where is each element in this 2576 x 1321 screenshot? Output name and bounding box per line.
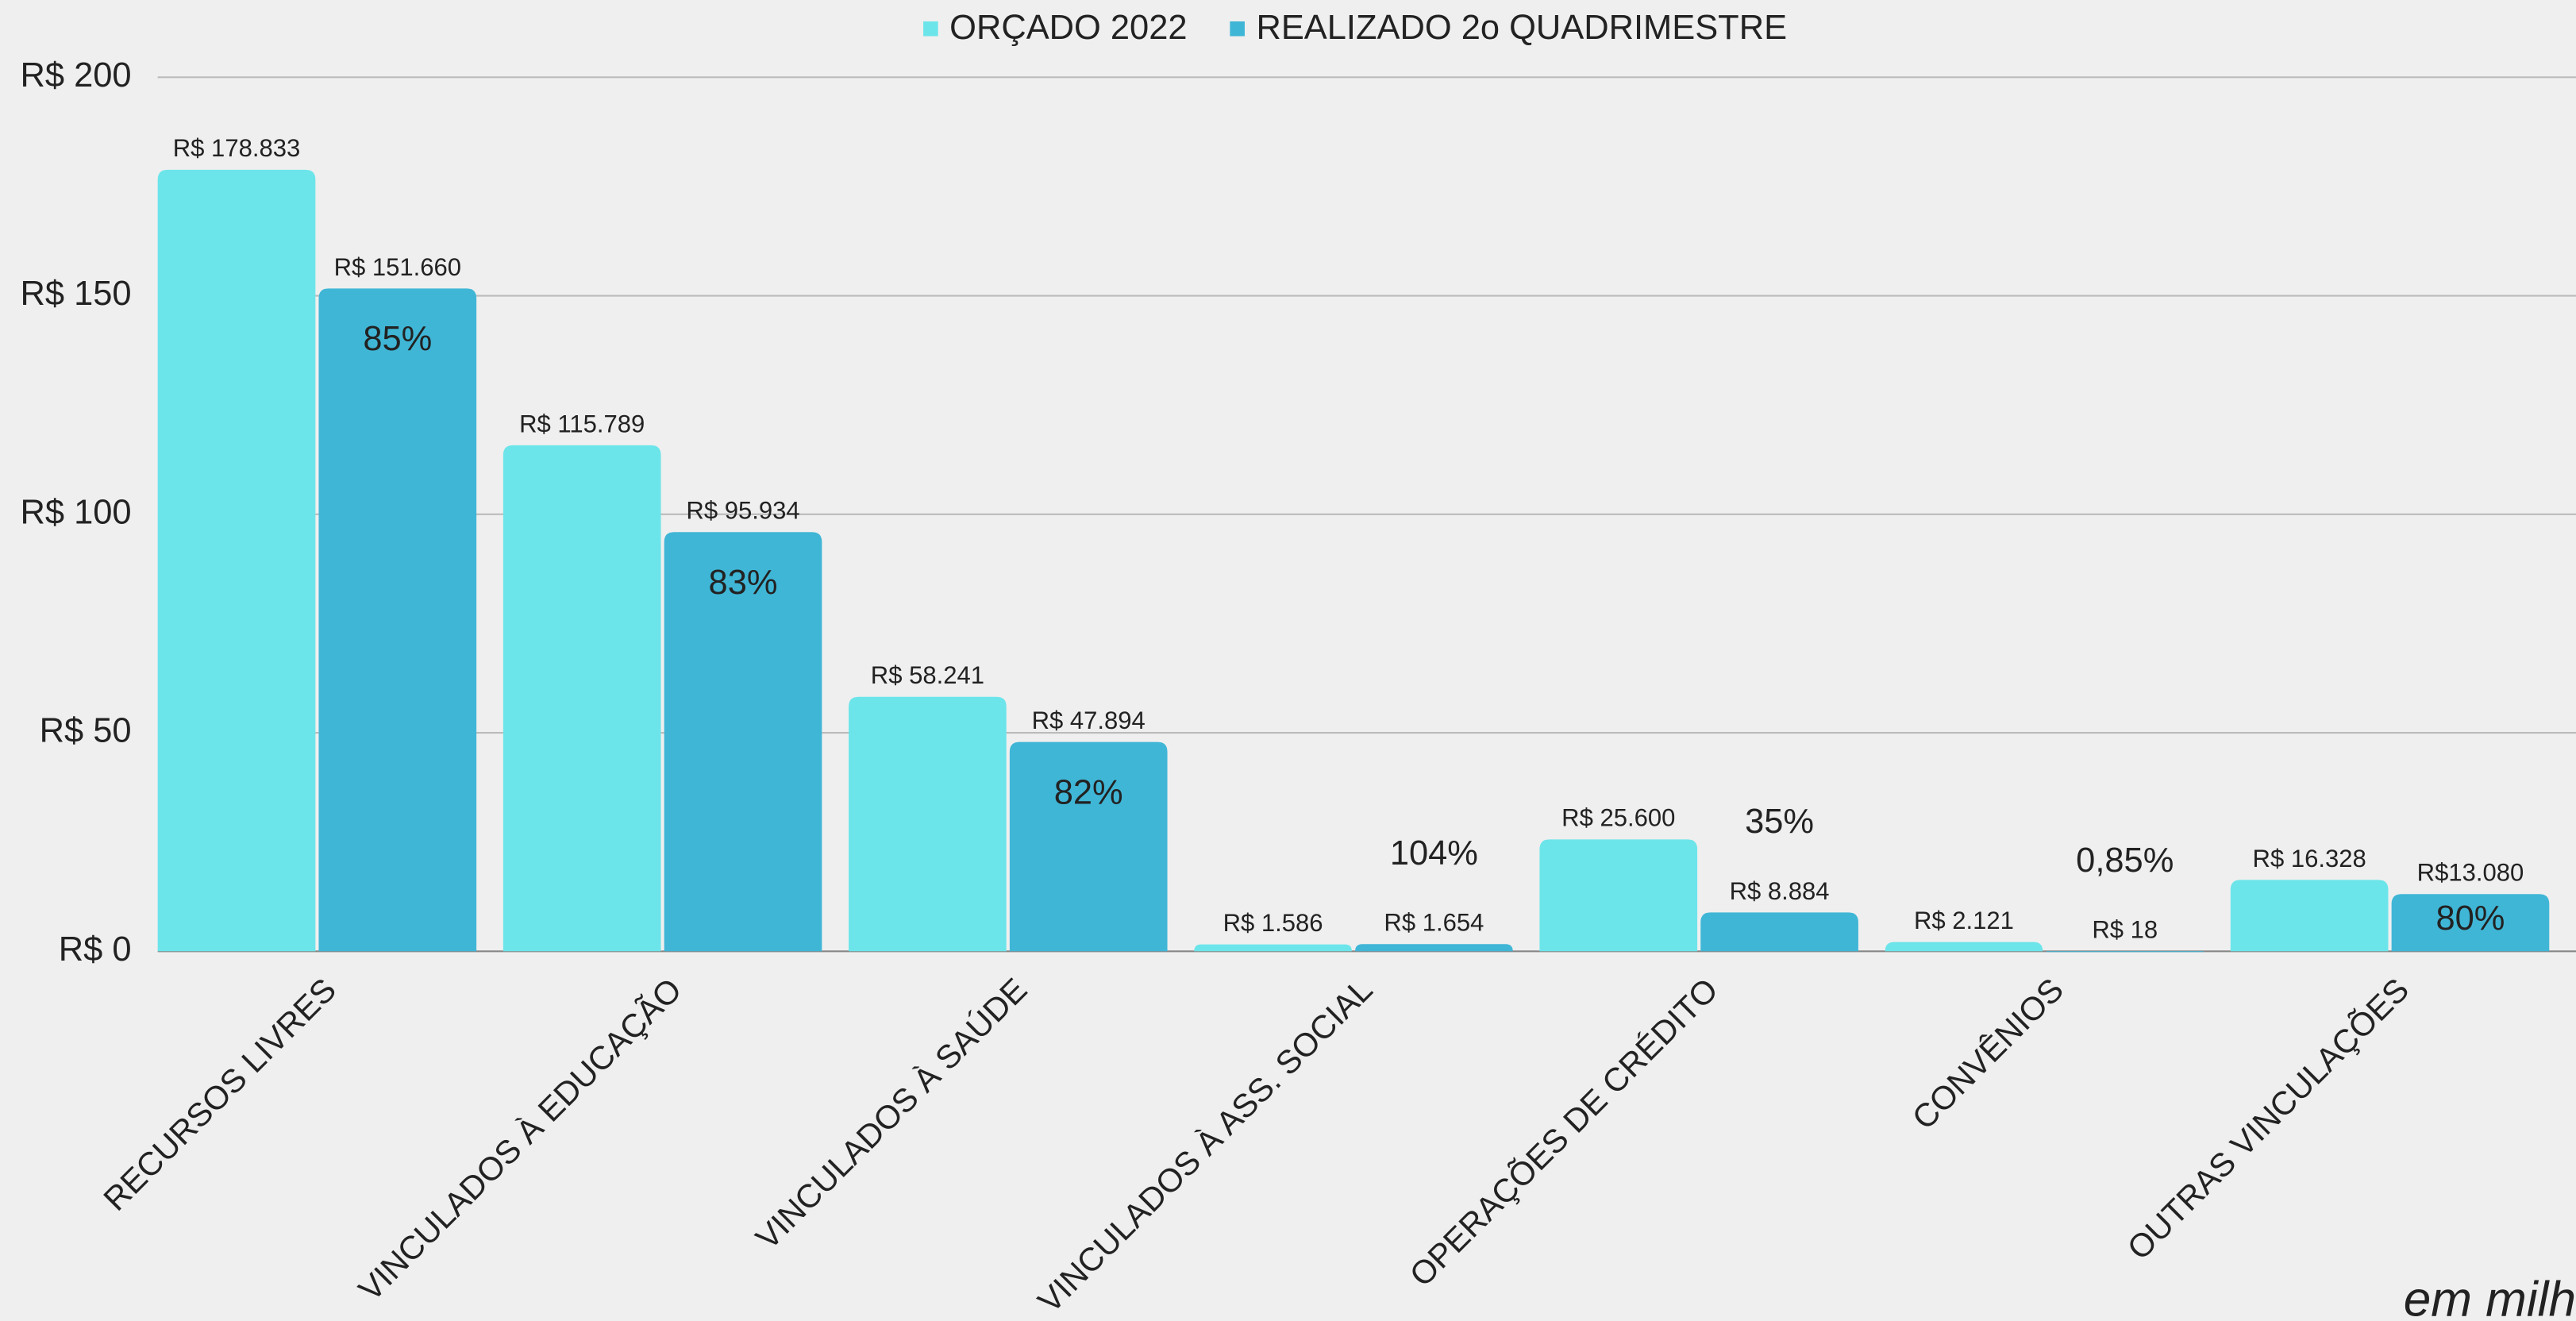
percent-label: 104% [1390, 834, 1478, 872]
bar [2230, 880, 2389, 952]
data-label: R$ 1.586 [1223, 909, 1323, 937]
percent-label: 85% [363, 320, 432, 358]
y-tick-label: R$ 150 [20, 275, 131, 313]
data-label: R$ 1.654 [1384, 909, 1484, 937]
legend-label: ORÇADO 2022 [949, 9, 1187, 47]
bar [1355, 944, 1513, 952]
data-label: R$ 47.894 [1032, 707, 1146, 734]
bar [1194, 944, 1352, 952]
bar [664, 532, 822, 952]
percent-label: 0,85% [2076, 842, 2174, 880]
data-label: R$ 151.660 [334, 253, 461, 281]
legend-swatch [1230, 21, 1245, 37]
y-tick-label: R$ 0 [59, 930, 132, 969]
bar [318, 288, 477, 952]
bar [157, 169, 316, 952]
percent-label: 80% [2435, 899, 2505, 938]
data-label: R$ 16.328 [2253, 845, 2366, 872]
legend-label: REALIZADO 2o QUADRIMESTRE [1256, 9, 1787, 47]
data-label: R$13.080 [2417, 859, 2524, 887]
data-label: R$ 2.121 [1914, 907, 2014, 934]
y-tick-label: R$ 200 [20, 56, 131, 94]
percent-label: 35% [1745, 803, 1814, 841]
percent-label: 83% [709, 564, 778, 602]
bar [1885, 942, 2043, 952]
footnote: em milh [2404, 1273, 2576, 1321]
data-label: R$ 8.884 [1730, 877, 1830, 905]
y-tick-label: R$ 100 [20, 493, 131, 531]
bar [502, 445, 661, 952]
bar [849, 696, 1007, 952]
data-label: R$ 25.600 [1561, 804, 1675, 832]
data-label: R$ 95.934 [686, 497, 799, 525]
data-label: R$ 178.833 [173, 134, 300, 162]
y-tick-label: R$ 50 [40, 712, 132, 750]
percent-label: 82% [1054, 773, 1123, 811]
legend: ORÇADO 2022 REALIZADO 2o QUADRIMESTRE [923, 9, 1787, 47]
bar [2391, 894, 2550, 952]
legend-swatch [923, 21, 938, 37]
bar [1700, 912, 1858, 952]
bar [2046, 951, 2204, 953]
data-label: R$ 115.789 [519, 410, 645, 437]
data-label: R$ 18 [2092, 916, 2158, 944]
data-label: R$ 58.241 [871, 661, 984, 689]
bar [1009, 741, 1168, 952]
bar [1539, 839, 1698, 952]
